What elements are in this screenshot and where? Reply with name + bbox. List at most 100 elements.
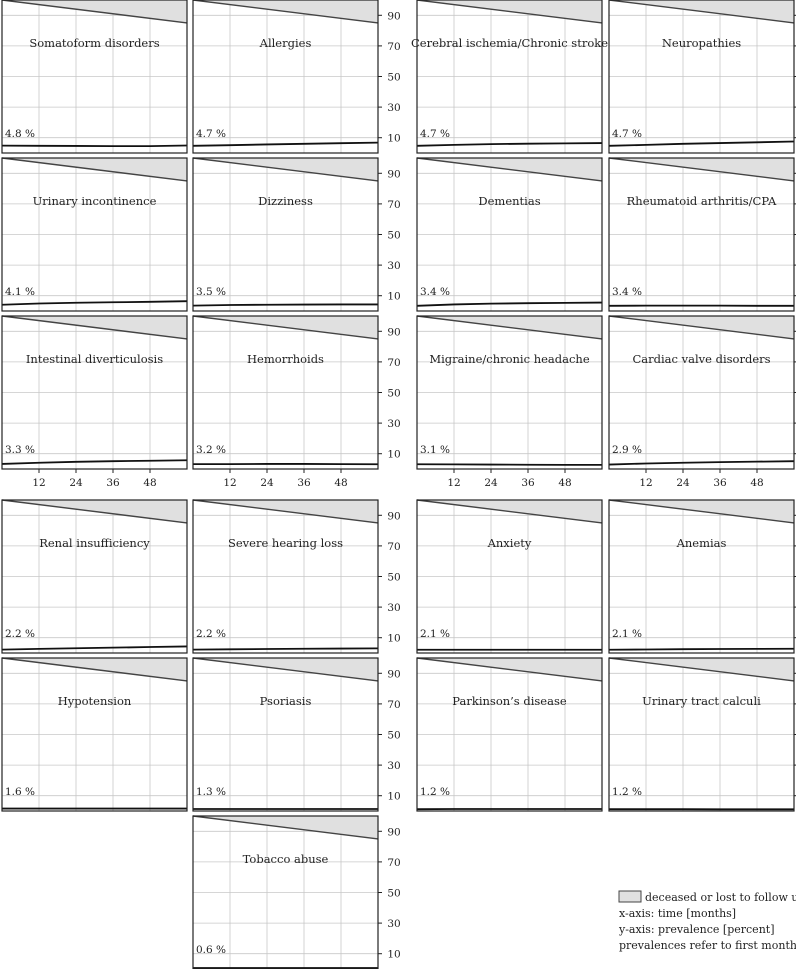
- survival-line: [1, 157, 188, 182]
- panel-dementias: Dementias 3.4 %: [416, 157, 603, 312]
- survival-line: [192, 0, 379, 24]
- legend-item: deceased or lost to follow up: [645, 891, 796, 904]
- y-tick-label: 30: [387, 760, 400, 772]
- panel-frame: [416, 315, 603, 470]
- y-tick-label: 70: [387, 199, 400, 211]
- panel-frame: [1, 315, 188, 470]
- prevalence-line: [608, 647, 795, 651]
- panel-frame: [416, 657, 603, 812]
- prevalence-line: [416, 142, 603, 147]
- panel-title: Cerebral ischemia/Chronic stroke: [411, 36, 608, 50]
- prevalence-label: 2.1 %: [612, 628, 642, 640]
- prevalence-line: [608, 460, 795, 466]
- survival-line: [1, 499, 188, 524]
- prevalence-label: 2.9 %: [612, 444, 642, 456]
- x-tick-label: 12: [447, 477, 460, 489]
- x-tick-label: 48: [334, 477, 347, 489]
- x-tick-label: 12: [639, 477, 652, 489]
- panel-dizziness: Dizziness 3.5 % 10 30 50 70 90: [192, 157, 401, 312]
- panel-title: Hemorrhoids: [247, 352, 324, 366]
- y-tick-label: 50: [387, 388, 400, 400]
- panel-anxiety: Anxiety 2.1 %: [416, 499, 603, 654]
- prevalence-label: 3.4 %: [612, 286, 642, 298]
- panel-frame: [1, 657, 188, 812]
- y-tick-label: 30: [387, 918, 400, 930]
- y-tick-label: 70: [387, 857, 400, 869]
- y-tick-label: 90: [387, 826, 400, 838]
- panel-title: Anxiety: [487, 536, 532, 550]
- y-tick-label: 50: [387, 730, 400, 742]
- panel-hemorrhoids: Hemorrhoids 3.2 % 10 30 50 70 90 12 24 36 48: [192, 315, 401, 489]
- panel-title: Migraine/chronic headache: [429, 352, 590, 366]
- panel-title: Dizziness: [258, 194, 313, 208]
- panel-renal-insufficiency: Renal insufficiency 2.2 %: [1, 499, 188, 654]
- x-tick-label: 48: [143, 477, 156, 489]
- y-tick-label: 30: [387, 260, 400, 272]
- x-tick-label: 12: [223, 477, 236, 489]
- y-tick-label: 50: [387, 72, 400, 84]
- prevalence-label: 0.6 %: [196, 944, 226, 956]
- survival-line: [608, 157, 795, 182]
- panel-title: Cardiac valve disorders: [632, 352, 770, 366]
- prevalence-line: [1, 300, 188, 306]
- panel-frame: [1, 0, 188, 154]
- y-tick-label: 30: [387, 602, 400, 614]
- y-tick-label: 70: [387, 541, 400, 553]
- prevalence-line: [1, 645, 188, 651]
- y-tick-label: 10: [387, 133, 400, 145]
- survival-line: [608, 315, 795, 340]
- y-tick-label: 30: [387, 418, 400, 430]
- prevalence-label: 1.2 %: [612, 786, 642, 798]
- x-tick-label: 36: [106, 477, 120, 489]
- y-tick-label: 70: [387, 41, 400, 53]
- prevalence-line: [416, 301, 603, 307]
- panel-title: Renal insufficiency: [39, 536, 150, 550]
- y-tick-label: 90: [387, 510, 400, 522]
- survival-line: [192, 157, 379, 182]
- panel-title: Tobacco abuse: [243, 852, 329, 866]
- prevalence-label: 2.2 %: [5, 628, 35, 640]
- survival-line: [416, 315, 603, 340]
- prevalence-label: 3.2 %: [196, 444, 226, 456]
- y-tick-label: 10: [387, 949, 400, 961]
- survival-line: [416, 657, 603, 682]
- panel-psoriasis: Psoriasis 1.3 % 10 30 50 70 90: [192, 657, 401, 812]
- y-tick-label: 90: [387, 668, 400, 680]
- prevalence-label: 4.7 %: [196, 128, 226, 140]
- x-tick-label: 48: [558, 477, 571, 489]
- survival-line: [608, 657, 795, 682]
- panel-title: Urinary tract calculi: [642, 694, 761, 708]
- prevalence-line: [192, 141, 379, 147]
- y-tick-label: 50: [387, 572, 400, 584]
- prevalence-label: 4.1 %: [5, 286, 35, 298]
- x-tick-label: 36: [297, 477, 311, 489]
- y-tick-label: 10: [387, 291, 400, 303]
- survival-line: [416, 499, 603, 524]
- legend-note: y-axis: prevalence [percent]: [618, 923, 775, 936]
- y-tick-label: 10: [387, 449, 400, 461]
- panel-cerebral-ischemia-chronic-stroke: Cerebral ischemia/Chronic stroke 4.7 %: [411, 0, 608, 154]
- panel-title: Rheumatoid arthritis/CPA: [627, 194, 777, 208]
- survival-line: [1, 315, 188, 340]
- survival-line: [192, 315, 379, 340]
- panel-tobacco-abuse: Tobacco abuse 0.6 % 10 30 50 70 90: [192, 815, 401, 969]
- y-tick-label: 90: [387, 168, 400, 180]
- y-tick-label: 50: [387, 230, 400, 242]
- panel-frame: [1, 157, 188, 312]
- legend: deceased or lost to follow up x-axis: tim…: [618, 890, 796, 952]
- y-tick-label: 90: [387, 10, 400, 22]
- survival-line: [416, 157, 603, 182]
- prevalence-line: [416, 463, 602, 466]
- panel-title: Severe hearing loss: [228, 536, 343, 550]
- prevalence-line: [192, 303, 378, 307]
- y-tick-label: 90: [387, 326, 400, 338]
- survival-line: [608, 499, 795, 524]
- panel-intestinal-diverticulosis: Intestinal diverticulosis 3.3 % 12 24 36 48: [1, 315, 188, 489]
- x-tick-label: 24: [260, 477, 274, 489]
- y-tick-label: 70: [387, 699, 400, 711]
- panel-parkinson-s-disease: Parkinson’s disease 1.2 %: [416, 657, 603, 812]
- prevalence-label: 4.7 %: [420, 128, 450, 140]
- prevalence-label: 4.7 %: [612, 128, 642, 140]
